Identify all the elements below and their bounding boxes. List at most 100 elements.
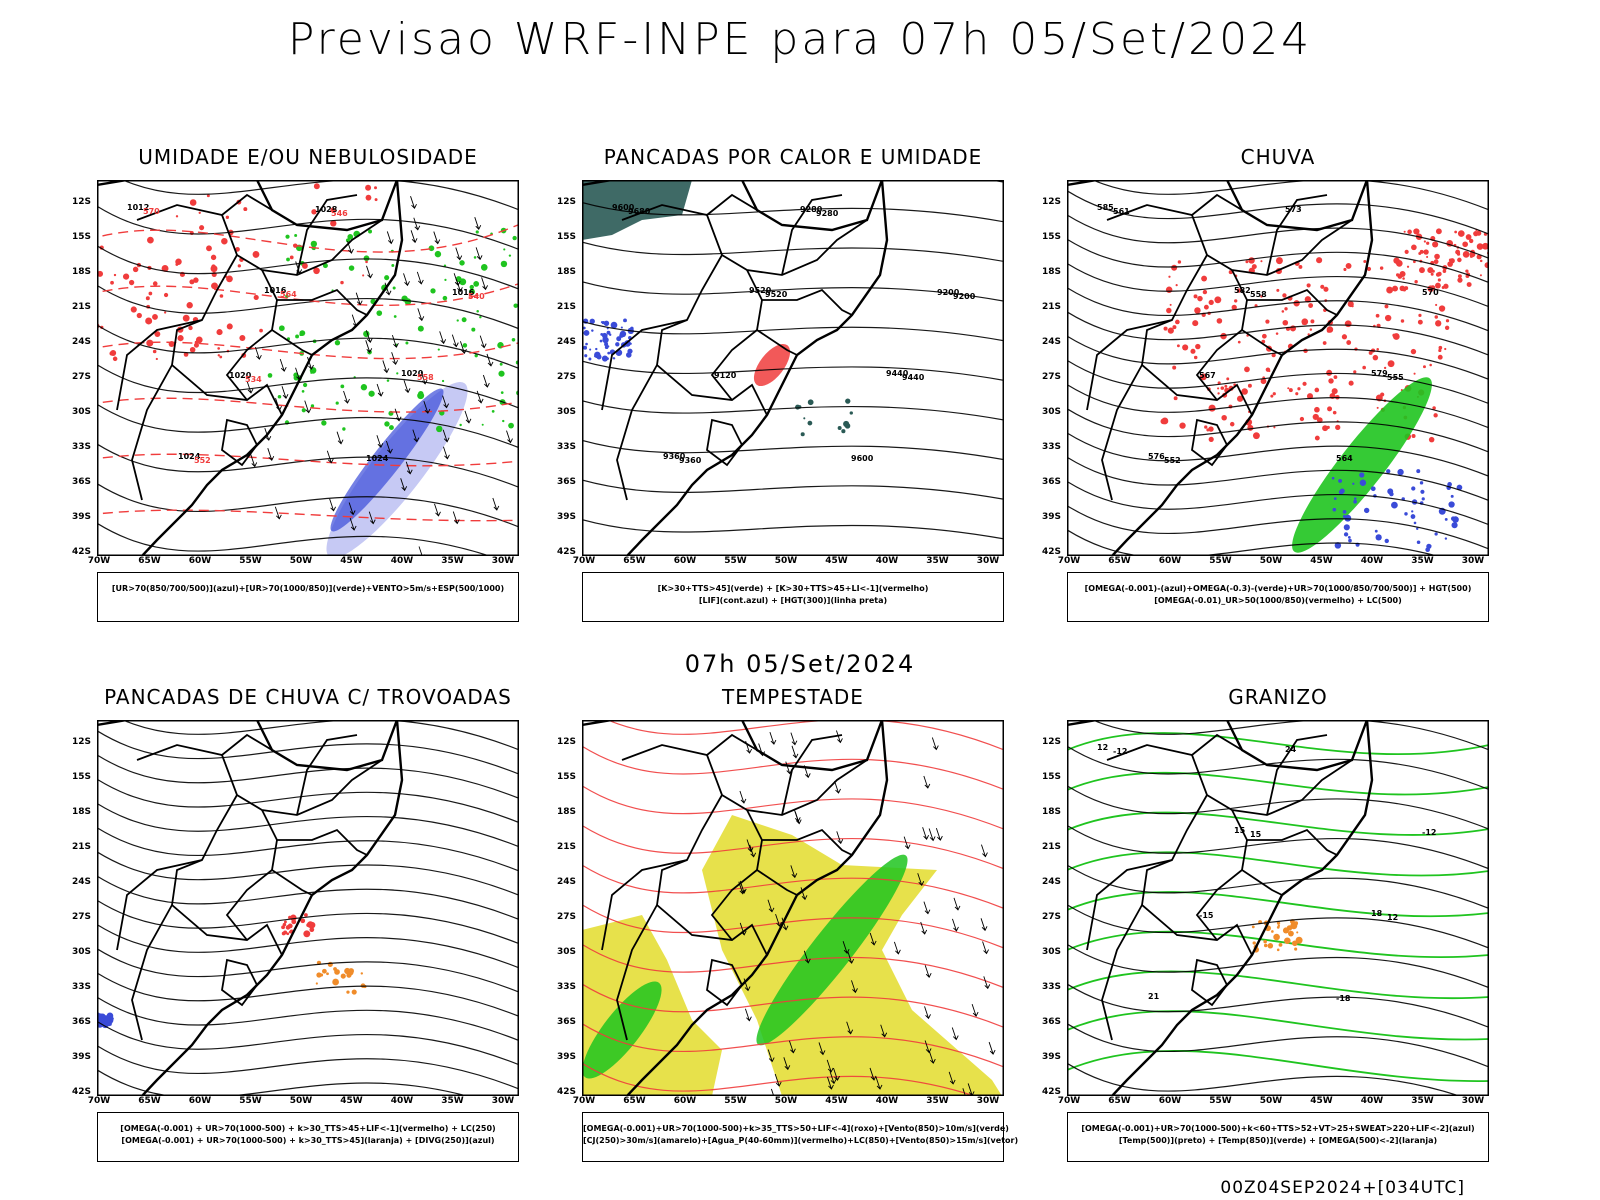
longitude-tick-label: 35W	[926, 1096, 949, 1106]
wind-850-green-area	[582, 981, 662, 1079]
thunderstorm-orange-area	[346, 968, 354, 976]
latitude-tick-label: 27S	[1041, 912, 1061, 922]
rain-red-area	[1168, 275, 1171, 278]
rain-red-area	[1332, 410, 1337, 415]
longitude-tick-label: 70W	[87, 556, 111, 566]
thickness-contour-mark	[365, 194, 372, 201]
latitude-tick-label: 27S	[71, 372, 91, 382]
rain-blue-area	[1342, 515, 1346, 518]
rain-red-area	[1351, 305, 1354, 308]
rain-red-area	[1265, 319, 1270, 324]
rain-red-area	[1206, 428, 1210, 432]
rain-red-area	[1287, 387, 1290, 390]
rain-blue-area	[1353, 499, 1357, 504]
omega-orange-area	[1263, 939, 1267, 944]
instability-green-area	[837, 426, 842, 431]
instability-green-area	[803, 417, 806, 420]
humidity-field-1000-850	[321, 420, 327, 426]
longitude-tick-label: 70W	[1057, 1096, 1081, 1106]
rain-red-area	[1322, 341, 1327, 345]
rain-red-area	[1438, 345, 1443, 350]
rain-blue-area	[1404, 512, 1408, 516]
rain-red-area	[1331, 388, 1338, 395]
weather-map: 1012 1016 1020 1024 1028 1016 1020 1024 570 564 55…	[72, 180, 519, 566]
humidity-field-1000-850	[434, 250, 442, 258]
weather-map: 12S 15S 18S 21S 24S 27S 30S 33S 36S 39S 42S 70W 65W 6…	[72, 720, 519, 1106]
weather-map: 12 15 18 21 24 -12 -15 -18 -12 15 12 12S 15S 18S 21S 24…	[1042, 720, 1489, 1106]
rain-red-area	[1195, 343, 1201, 350]
contour-label: 9440	[886, 369, 909, 378]
longitude-tick-label: 45W	[340, 1096, 363, 1106]
rain-red-area	[1293, 300, 1300, 307]
panel-title: PANCADAS POR CALOR E UMIDADE	[603, 145, 983, 169]
rain-red-area	[1418, 252, 1422, 255]
thickness-contour-mark	[362, 274, 365, 277]
thickness-contour-mark	[374, 186, 378, 190]
humidity-field-1000-850	[491, 409, 495, 413]
rain-red-area	[1176, 344, 1180, 348]
rain-blue-area	[1391, 501, 1398, 509]
contour-label: 1020	[229, 371, 252, 380]
lifted-index-contour	[623, 318, 627, 323]
panel-title: PANCADAS DE CHUVA C/ TROVOADAS	[104, 685, 512, 709]
latitude-tick-label: 30S	[556, 947, 576, 957]
thickness-contour-mark	[164, 311, 167, 314]
thickness-contour-mark	[136, 312, 142, 319]
latitude-tick-label: 18S	[1041, 807, 1061, 817]
rain-red-area	[1312, 413, 1319, 421]
rain-red-area	[1335, 424, 1341, 430]
rain-red-area	[1201, 275, 1208, 282]
humidity-field-1000-850	[278, 325, 285, 332]
humidity-field-1000-850	[388, 425, 394, 431]
thickness-contour-mark	[311, 209, 317, 215]
longitude-tick-label: 60W	[188, 556, 212, 566]
contour-label: 12	[1097, 743, 1108, 752]
thickness-contour-mark	[97, 270, 104, 277]
rain-blue-area	[1452, 516, 1459, 523]
rain-red-area	[1465, 234, 1472, 240]
legend-line: [LIF](cont.azul) + [HGT(300)](linha pret…	[698, 596, 888, 605]
thunderstorm-orange-area	[333, 967, 337, 971]
latitude-tick-label: 21S	[556, 842, 576, 852]
rain-red-area	[1433, 259, 1439, 265]
weather-map: 12S 15S 18S 21S 24S 27S 30S 33S 36S 39S 42S 70W 65W 6…	[557, 720, 1004, 1106]
humidity-field-1000-850	[468, 288, 475, 295]
thickness-contour-mark	[330, 207, 336, 213]
rain-red-area	[1372, 354, 1379, 361]
legend-line: [OMEGA(-0.01)_UR>50(1000/850)(vermelho) …	[1154, 596, 1402, 605]
longitude-tick-label: 65W	[138, 1096, 161, 1106]
thickness-contour-mark	[211, 264, 216, 269]
lifted-index-contour	[585, 342, 588, 346]
rain-red-area	[1455, 249, 1461, 255]
thickness-contour-mark	[193, 277, 199, 283]
rain-red-area	[1479, 274, 1482, 277]
thickness-contour-mark	[219, 294, 224, 298]
rain-red-area	[1429, 363, 1432, 367]
thunderstorm-orange-area	[322, 968, 327, 974]
humidity-field-1000-850	[474, 354, 478, 358]
panel-legend: [OMEGA(-0.001) + UR>70(1000-500) + k>30_…	[97, 1112, 519, 1162]
wind-850-green-area	[756, 854, 908, 1046]
latitude-tick-label: 15S	[71, 232, 91, 242]
rain-blue-area	[1352, 482, 1355, 485]
humidity-field-core	[330, 388, 444, 532]
rain-red-area	[1375, 313, 1380, 318]
humidity-field-1000-850	[499, 362, 503, 366]
lifted-index-contour	[604, 342, 609, 347]
rain-red-area	[1427, 267, 1434, 274]
rain-red-area	[1220, 332, 1227, 340]
legend-line: [Temp(500)](preto) + [Temp(850)](verde) …	[1118, 1136, 1438, 1145]
humidity-field-1000-850	[480, 264, 488, 271]
longitude-tick-label: 55W	[1209, 1096, 1232, 1106]
contour-label: -12	[1113, 747, 1127, 756]
thunderstorm-orange-area	[360, 972, 364, 975]
latitude-tick-label: 21S	[556, 302, 576, 312]
rain-red-area	[1261, 333, 1267, 339]
longitude-tick-label: 55W	[724, 1096, 747, 1106]
humidity-field-1000-850	[473, 281, 480, 287]
rain-red-area	[1465, 269, 1469, 273]
lifted-index-contour	[604, 345, 609, 349]
thickness-contour-mark	[154, 331, 161, 338]
rain-red-area	[1482, 242, 1489, 250]
panel-title: GRANIZO	[1228, 685, 1328, 709]
